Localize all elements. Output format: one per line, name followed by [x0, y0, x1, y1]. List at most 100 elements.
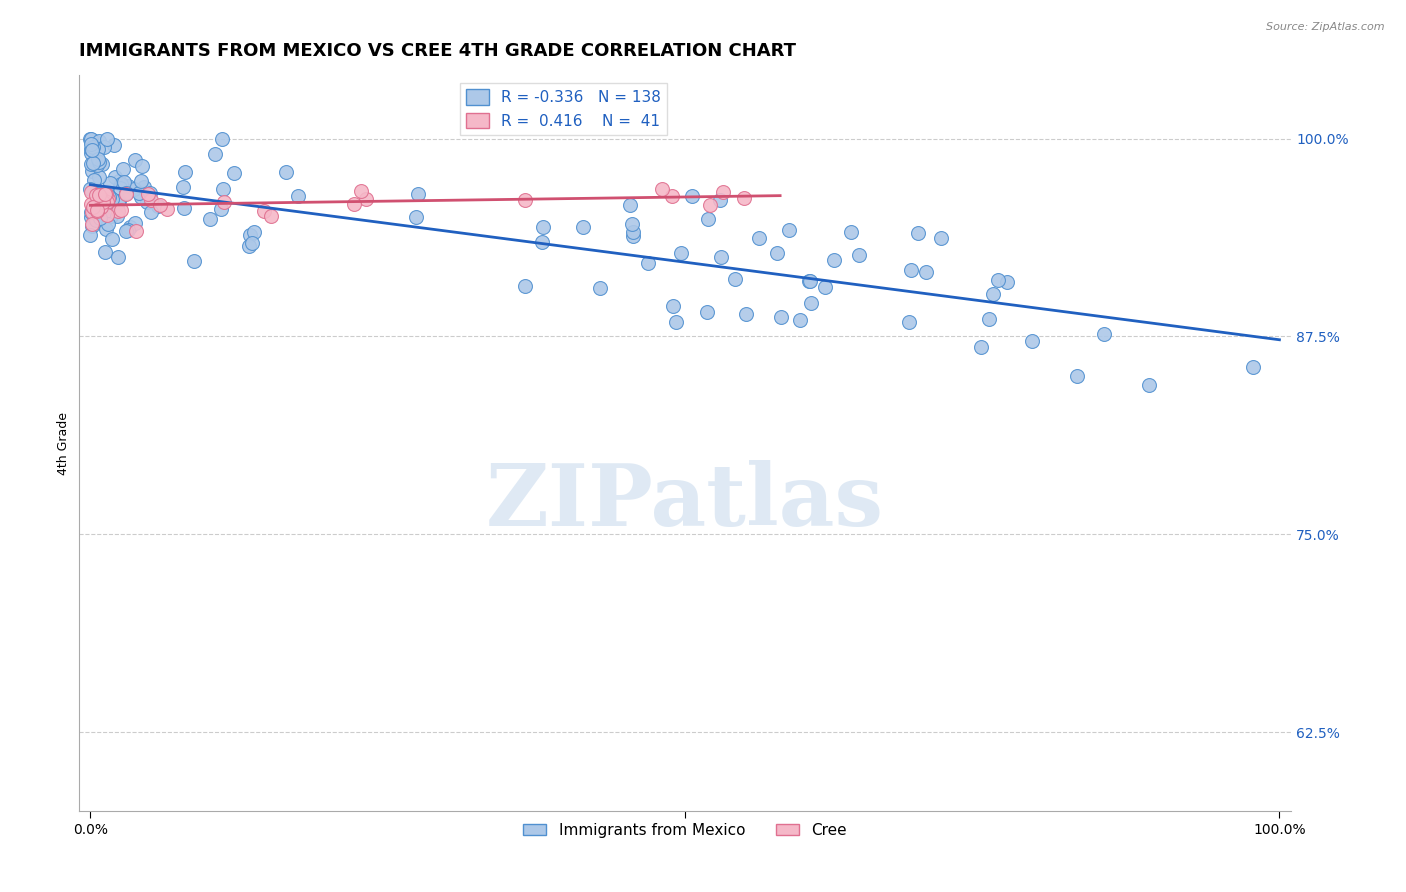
- Point: [105, 209, 128, 223]
- Point: [134, 179, 156, 194]
- Point: [90, 192, 112, 206]
- Text: ZIPatlas: ZIPatlas: [486, 460, 884, 544]
- Point: [86, 158, 108, 172]
- Point: [112, 175, 135, 189]
- Point: [589, 280, 612, 294]
- Text: Source: ZipAtlas.com: Source: ZipAtlas.com: [1267, 22, 1385, 32]
- Point: [671, 246, 693, 260]
- Point: [98, 199, 121, 213]
- Point: [87, 187, 110, 202]
- Point: [900, 263, 922, 277]
- Point: [204, 147, 226, 161]
- Point: [79, 228, 101, 243]
- Point: [131, 159, 153, 173]
- Point: [80, 137, 103, 152]
- Point: [789, 313, 811, 327]
- Point: [97, 192, 120, 206]
- Point: [531, 235, 554, 249]
- Point: [239, 228, 262, 243]
- Point: [848, 248, 870, 262]
- Point: [107, 195, 129, 210]
- Point: [619, 198, 641, 212]
- Point: [97, 189, 120, 203]
- Point: [139, 193, 162, 207]
- Point: [125, 224, 148, 238]
- Point: [91, 194, 114, 209]
- Point: [89, 169, 111, 184]
- Point: [129, 174, 152, 188]
- Point: [710, 250, 733, 264]
- Point: [799, 275, 821, 289]
- Point: [98, 177, 121, 191]
- Point: [136, 194, 159, 209]
- Point: [84, 212, 107, 227]
- Point: [696, 305, 718, 319]
- Point: [124, 182, 146, 196]
- Point: [621, 225, 644, 239]
- Point: [115, 186, 138, 201]
- Point: [515, 278, 537, 293]
- Point: [637, 255, 659, 269]
- Point: [709, 193, 731, 207]
- Point: [128, 186, 150, 200]
- Point: [995, 275, 1018, 289]
- Point: [115, 187, 138, 202]
- Point: [915, 265, 938, 279]
- Point: [621, 229, 644, 244]
- Point: [697, 212, 720, 227]
- Point: [94, 244, 117, 259]
- Point: [515, 194, 537, 208]
- Point: [101, 232, 124, 246]
- Point: [96, 206, 118, 220]
- Point: [572, 220, 595, 235]
- Point: [124, 216, 146, 230]
- Point: [136, 186, 159, 201]
- Point: [139, 205, 162, 219]
- Point: [82, 144, 104, 158]
- Point: [86, 202, 108, 217]
- Point: [79, 157, 101, 171]
- Point: [814, 279, 837, 293]
- Point: [94, 186, 117, 201]
- Point: [276, 164, 298, 178]
- Point: [87, 142, 110, 156]
- Point: [172, 180, 194, 194]
- Point: [80, 185, 103, 199]
- Point: [96, 194, 118, 209]
- Point: [114, 224, 136, 238]
- Point: [665, 315, 688, 329]
- Point: [797, 274, 820, 288]
- Point: [82, 140, 104, 154]
- Point: [681, 189, 703, 203]
- Point: [350, 185, 373, 199]
- Point: [89, 211, 111, 225]
- Point: [823, 253, 845, 268]
- Point: [112, 161, 135, 176]
- Point: [79, 181, 101, 195]
- Point: [86, 195, 108, 210]
- Point: [748, 231, 770, 245]
- Point: [80, 142, 103, 156]
- Point: [898, 315, 921, 329]
- Point: [139, 186, 162, 200]
- Point: [240, 235, 263, 250]
- Point: [93, 186, 115, 200]
- Point: [724, 271, 747, 285]
- Point: [155, 202, 177, 216]
- Point: [766, 246, 789, 260]
- Point: [406, 187, 429, 202]
- Point: [1066, 368, 1088, 383]
- Point: [907, 226, 929, 240]
- Point: [531, 219, 554, 234]
- Point: [101, 192, 124, 206]
- Point: [222, 166, 245, 180]
- Point: [83, 200, 105, 214]
- Point: [97, 187, 120, 202]
- Point: [778, 223, 800, 237]
- Point: [83, 134, 105, 148]
- Point: [129, 190, 152, 204]
- Point: [86, 203, 108, 218]
- Point: [238, 239, 260, 253]
- Point: [209, 202, 232, 216]
- Point: [405, 210, 427, 224]
